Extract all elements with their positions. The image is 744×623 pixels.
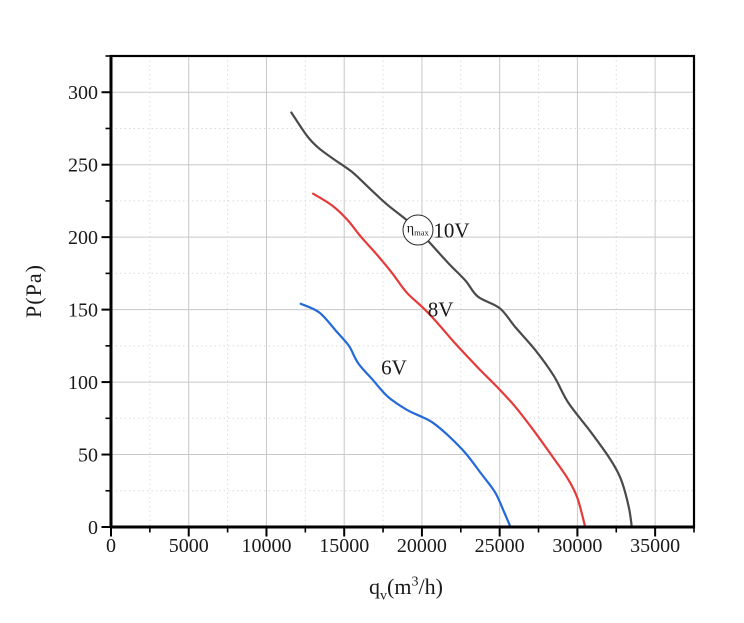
x-axis-title-subscript: v — [380, 588, 388, 604]
x-axis-title: qv(m3/h) — [369, 574, 443, 604]
frame-border — [109, 54, 696, 529]
curve-6v — [299, 302, 512, 529]
curve-label-6v: 6V — [381, 355, 407, 380]
eta-max-marker: η max — [402, 214, 434, 246]
y-tick-label: 0 — [88, 517, 98, 539]
curve-10v — [290, 111, 633, 529]
y-tick-label: 100 — [68, 372, 98, 394]
y-tick-label: 200 — [68, 227, 98, 249]
x-axis-title-end: /h) — [418, 574, 443, 599]
y-tick-label: 50 — [78, 445, 98, 467]
y-tick-label: 150 — [68, 300, 98, 322]
axis-ticks — [101, 55, 695, 537]
x-axis-title-base: q — [369, 574, 381, 599]
curve-8v — [312, 192, 587, 529]
curve-label-8v: 8V — [427, 297, 454, 322]
grid-major — [111, 56, 694, 527]
y-axis-title: P(Pa) — [21, 264, 47, 318]
y-tick-label: 300 — [68, 82, 98, 104]
x-tick-label: 20000 — [397, 535, 447, 557]
x-tick-label: 35000 — [630, 535, 680, 557]
x-tick-label: 15000 — [319, 535, 369, 557]
grid-minor — [111, 56, 694, 527]
y-axis-title-text: P(Pa) — [21, 264, 46, 318]
curves — [290, 111, 633, 529]
x-tick-label: 0 — [106, 535, 116, 557]
x-axis-title-mid: (m — [387, 574, 412, 599]
x-axis-title-superscript: 3 — [411, 574, 419, 590]
eta-symbol: η — [406, 221, 415, 237]
y-tick-label: 250 — [68, 155, 98, 177]
x-tick-label: 30000 — [552, 535, 602, 557]
tick-labels: 0 5000 10000 15000 20000 25000 30000 35000 0 50 10… — [68, 82, 680, 557]
plot-frame — [109, 54, 696, 529]
x-tick-label: 25000 — [475, 535, 525, 557]
x-tick-label: 10000 — [241, 535, 291, 557]
curve-label-10v: 10V — [433, 218, 470, 243]
x-tick-label: 5000 — [169, 535, 209, 557]
